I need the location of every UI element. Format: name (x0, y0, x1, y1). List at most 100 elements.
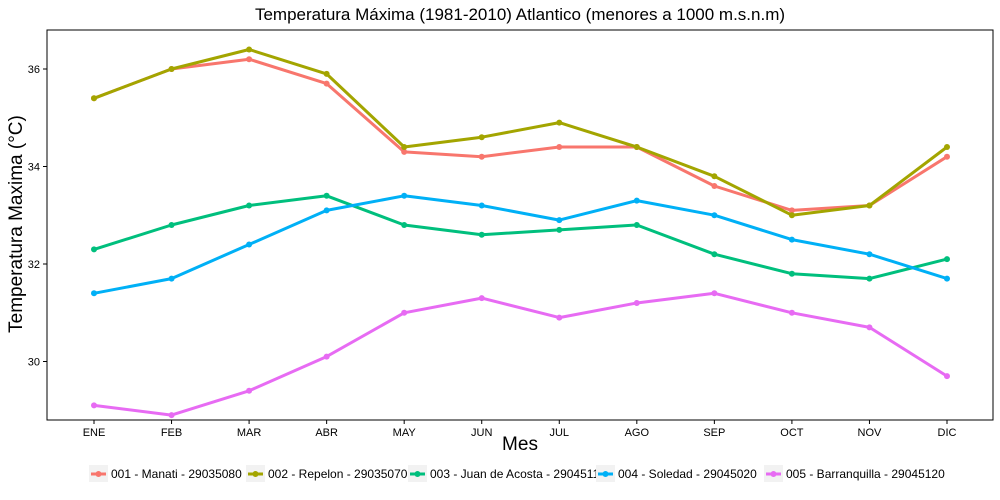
data-point (246, 56, 253, 63)
data-point (478, 231, 485, 238)
data-point (788, 270, 795, 277)
data-point (168, 222, 175, 228)
x-tick-label: ENE (83, 427, 106, 439)
data-point (556, 217, 563, 224)
data-point (944, 275, 950, 282)
data-point (944, 144, 950, 150)
data-point (711, 212, 718, 219)
data-point (944, 373, 950, 380)
y-tick-label: 34 (28, 162, 40, 174)
data-point (788, 212, 795, 219)
series-layer (91, 46, 950, 419)
x-tick-label: ABR (315, 427, 338, 439)
data-point (323, 70, 330, 77)
series-4 (91, 192, 950, 297)
y-axis: 30 32 34 36 (28, 64, 47, 369)
series-line (92, 194, 949, 295)
series-line (92, 57, 949, 212)
x-tick-label: MAR (237, 427, 262, 439)
data-point (91, 95, 97, 102)
legend-key-point (95, 471, 102, 477)
x-axis: ENE FEB MAR ABR MAY JUN JUL AGO SEP OCT NOV DIC (83, 420, 957, 439)
y-axis-title: Temperatura Maxima (°C) (6, 115, 27, 333)
data-point (633, 197, 640, 204)
data-point (323, 207, 330, 214)
data-point (711, 183, 718, 189)
legend-key-point (252, 471, 259, 477)
series-line (92, 48, 949, 217)
data-point (478, 202, 485, 209)
x-tick-label: DIC (938, 427, 957, 439)
data-point (788, 236, 795, 243)
legend-item: 001 - Manati - 29035080 (89, 465, 242, 482)
legend-label: 001 - Manati - 29035080 (111, 467, 242, 481)
data-point (788, 309, 795, 316)
data-point (556, 144, 563, 150)
data-point (478, 134, 485, 141)
data-point (633, 222, 640, 228)
y-tick-label: 36 (28, 64, 40, 76)
data-point (91, 402, 97, 409)
x-tick-label: OCT (780, 427, 804, 439)
data-point (944, 256, 950, 263)
data-point (401, 192, 408, 199)
series-line (92, 194, 949, 281)
legend: 001 - Manati - 29035080 002 - Repelon - 2… (89, 465, 945, 482)
x-tick-label: JUN (471, 427, 492, 439)
data-point (944, 153, 950, 160)
data-point (168, 275, 175, 282)
data-point (478, 295, 485, 302)
data-point (711, 173, 718, 180)
data-point (556, 226, 563, 233)
legend-item: 002 - Repelon - 29035070 (246, 465, 408, 482)
legend-label: 004 - Soledad - 29045020 (618, 467, 757, 481)
legend-item: 003 - Juan de Acosta - 29045110 (408, 465, 606, 482)
data-point (246, 241, 253, 248)
data-point (478, 153, 485, 160)
data-point (556, 119, 563, 126)
data-point (168, 66, 175, 72)
legend-label: 002 - Repelon - 29035070 (268, 467, 408, 481)
data-point (401, 222, 408, 228)
data-point (91, 290, 97, 297)
legend-label: 005 - Barranquilla - 29045120 (786, 467, 945, 481)
data-point (866, 324, 873, 331)
data-point (246, 387, 253, 394)
x-tick-label: SEP (703, 427, 725, 439)
data-point (246, 46, 253, 53)
data-point (246, 202, 253, 209)
data-point (866, 275, 873, 282)
data-point (633, 300, 640, 306)
chart-title: Temperatura Máxima (1981-2010) Atlantico… (255, 5, 785, 24)
y-tick-label: 32 (28, 259, 40, 271)
x-tick-label: NOV (858, 427, 883, 439)
legend-key-point (414, 471, 421, 477)
legend-item: 004 - Soledad - 29045020 (596, 465, 757, 482)
series-line (92, 291, 949, 417)
legend-key-point (602, 471, 609, 477)
data-point (711, 251, 718, 258)
data-point (323, 353, 330, 360)
data-point (323, 80, 330, 87)
legend-label: 003 - Juan de Acosta - 29045110 (430, 467, 606, 481)
series-2 (91, 46, 950, 219)
x-axis-title: Mes (502, 434, 538, 455)
data-point (401, 148, 408, 155)
legend-item: 005 - Barranquilla - 29045120 (764, 465, 945, 482)
data-point (866, 251, 873, 258)
data-point (168, 412, 175, 419)
legend-key-point (770, 471, 777, 477)
data-point (556, 314, 563, 321)
data-point (401, 309, 408, 316)
data-point (633, 144, 640, 150)
series-3 (91, 192, 950, 282)
data-point (866, 202, 873, 209)
data-point (711, 290, 718, 297)
x-tick-label: AGO (625, 427, 650, 439)
data-point (788, 207, 795, 214)
y-tick-label: 30 (28, 357, 40, 369)
plot-panel-border (46, 29, 994, 421)
data-point (401, 144, 408, 150)
